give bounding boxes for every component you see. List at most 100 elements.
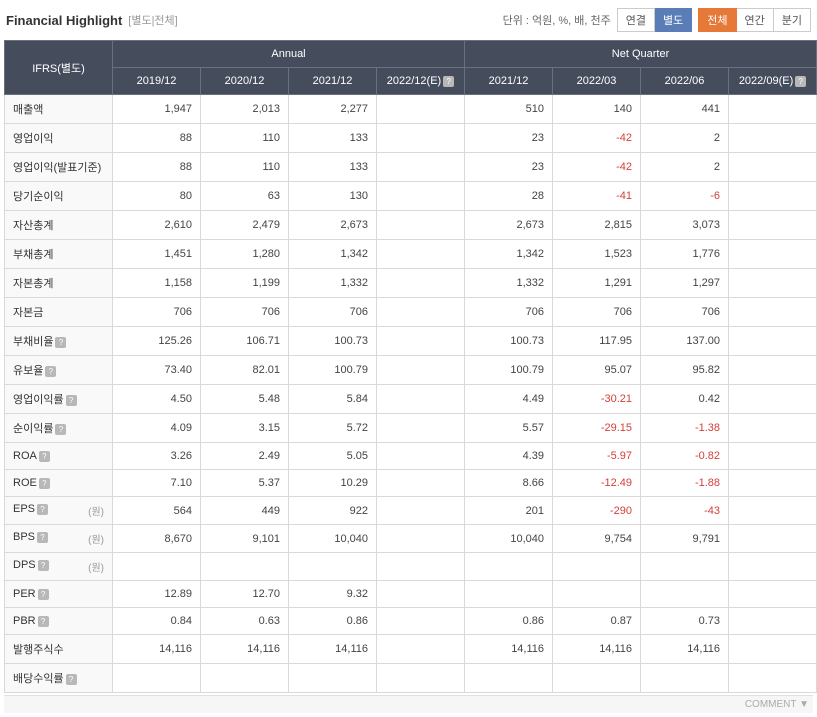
- data-cell: [729, 553, 817, 581]
- row-label: 영업이익: [5, 124, 113, 153]
- data-cell: 125.26: [113, 327, 201, 356]
- data-cell: [377, 211, 465, 240]
- row-label: 발행주식수: [5, 635, 113, 664]
- help-icon[interactable]: ?: [55, 424, 66, 435]
- data-cell: 23: [465, 124, 553, 153]
- table-row: 발행주식수14,11614,11614,11614,11614,11614,11…: [5, 635, 817, 664]
- data-cell: 88: [113, 153, 201, 182]
- data-cell: [729, 525, 817, 553]
- row-label-text: 매출액: [13, 104, 43, 116]
- data-cell: 100.79: [289, 356, 377, 385]
- data-cell: [377, 153, 465, 182]
- data-cell: 706: [641, 298, 729, 327]
- help-icon[interactable]: ?: [37, 504, 48, 515]
- page-title: Financial Highlight: [6, 13, 122, 28]
- data-cell: 8,670: [113, 525, 201, 553]
- data-cell: 88: [113, 124, 201, 153]
- data-cell: 510: [465, 95, 553, 124]
- table-row: 영업이익(발표기준)8811013323-422: [5, 153, 817, 182]
- col-annual-3: 2022/12(E)?: [377, 68, 465, 95]
- data-cell: 1,342: [465, 240, 553, 269]
- data-cell: 0.73: [641, 608, 729, 635]
- data-cell: -41: [553, 182, 641, 211]
- data-cell: 2,013: [201, 95, 289, 124]
- tab-consolidated[interactable]: 연결: [617, 8, 655, 32]
- data-cell: 80: [113, 182, 201, 211]
- help-icon[interactable]: ?: [443, 76, 454, 87]
- row-label-text: BPS: [13, 531, 35, 543]
- data-cell: -1.88: [641, 470, 729, 497]
- data-cell: 110: [201, 153, 289, 182]
- help-icon[interactable]: ?: [66, 674, 77, 685]
- help-icon[interactable]: ?: [45, 366, 56, 377]
- data-cell: [729, 385, 817, 414]
- table-row: 자본금706706706706706706: [5, 298, 817, 327]
- help-icon[interactable]: ?: [38, 560, 49, 571]
- comment-link[interactable]: COMMENT: [745, 699, 796, 710]
- data-cell: [729, 124, 817, 153]
- data-cell: [729, 497, 817, 525]
- table-row: BPS?(원)8,6709,10110,04010,0409,7549,791: [5, 525, 817, 553]
- row-label-text: 발행주식수: [13, 644, 64, 656]
- help-icon[interactable]: ?: [55, 337, 66, 348]
- data-cell: [377, 608, 465, 635]
- data-cell: 133: [289, 124, 377, 153]
- data-cell: 3,073: [641, 211, 729, 240]
- row-unit: (원): [88, 531, 104, 546]
- table-row: ROA?3.262.495.054.39-5.97-0.82: [5, 443, 817, 470]
- data-cell: [729, 414, 817, 443]
- help-icon[interactable]: ?: [39, 451, 50, 462]
- row-label-text: 자산총계: [13, 220, 53, 232]
- row-label-text: 유보율: [13, 365, 43, 377]
- data-cell: 0.42: [641, 385, 729, 414]
- row-label: 부채비율?: [5, 327, 113, 356]
- data-cell: 2: [641, 153, 729, 182]
- data-cell: [641, 553, 729, 581]
- table-row: 영업이익8811013323-422: [5, 124, 817, 153]
- tab-quarter[interactable]: 분기: [774, 8, 811, 32]
- table-row: ROE?7.105.3710.298.66-12.49-1.88: [5, 470, 817, 497]
- table-row: 유보율?73.4082.01100.79100.7995.0795.82: [5, 356, 817, 385]
- data-cell: [729, 443, 817, 470]
- header-bar: Financial Highlight [별도|전체] 단위 : 억원, %, …: [4, 4, 813, 36]
- data-cell: 2: [641, 124, 729, 153]
- row-label: 매출액: [5, 95, 113, 124]
- data-cell: 1,342: [289, 240, 377, 269]
- row-label: ROE?: [5, 470, 113, 497]
- data-cell: 3.15: [201, 414, 289, 443]
- data-cell: 1,158: [113, 269, 201, 298]
- data-cell: 5.05: [289, 443, 377, 470]
- data-cell: [113, 553, 201, 581]
- help-icon[interactable]: ?: [66, 395, 77, 406]
- page-subtitle: [별도|전체]: [128, 12, 177, 28]
- tabs-consolidation: 연결 별도: [617, 8, 693, 32]
- data-cell: 0.84: [113, 608, 201, 635]
- help-icon[interactable]: ?: [39, 478, 50, 489]
- data-cell: 2,673: [465, 211, 553, 240]
- help-icon[interactable]: ?: [37, 532, 48, 543]
- row-label: BPS? (원): [5, 525, 113, 553]
- data-cell: 14,116: [465, 635, 553, 664]
- tab-annual[interactable]: 연간: [737, 8, 774, 32]
- row-unit: (원): [88, 559, 104, 574]
- data-cell: 1,776: [641, 240, 729, 269]
- data-cell: [729, 581, 817, 608]
- data-cell: 14,116: [289, 635, 377, 664]
- data-cell: 1,332: [289, 269, 377, 298]
- data-cell: [201, 553, 289, 581]
- data-cell: [377, 635, 465, 664]
- table-row: 당기순이익806313028-41-6: [5, 182, 817, 211]
- help-icon[interactable]: ?: [38, 589, 49, 600]
- row-label-text: 영업이익: [13, 133, 53, 145]
- help-icon[interactable]: ?: [795, 76, 806, 87]
- data-cell: -43: [641, 497, 729, 525]
- data-cell: 7.10: [113, 470, 201, 497]
- data-cell: [113, 664, 201, 693]
- tab-all[interactable]: 전체: [698, 8, 736, 32]
- table-row: 부채총계1,4511,2801,3421,3421,5231,776: [5, 240, 817, 269]
- data-cell: [377, 385, 465, 414]
- data-cell: -290: [553, 497, 641, 525]
- table-row: PER?12.8912.709.32: [5, 581, 817, 608]
- col-annual-1: 2020/12: [201, 68, 289, 95]
- tab-separate[interactable]: 별도: [655, 8, 692, 32]
